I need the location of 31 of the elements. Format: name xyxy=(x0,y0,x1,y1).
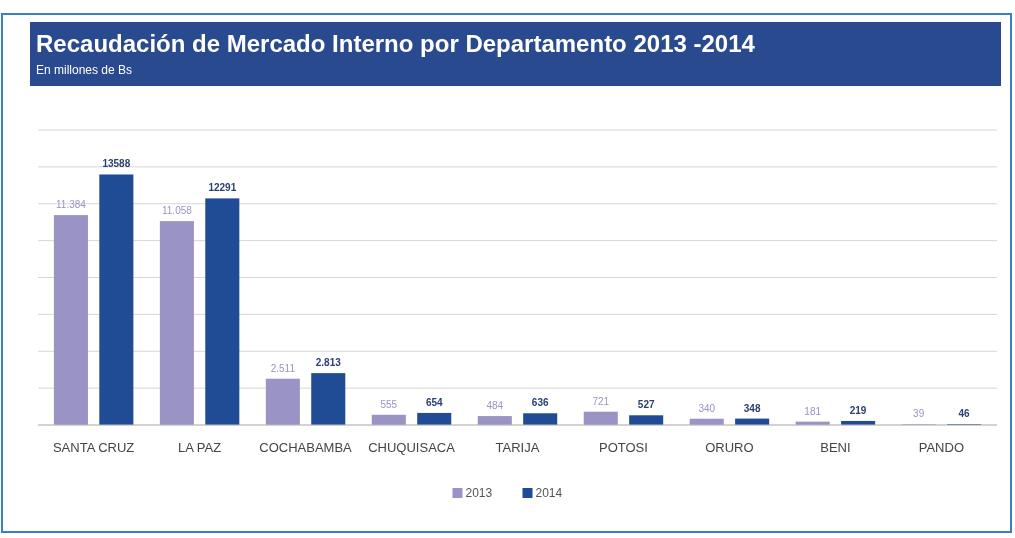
data-label: 2.813 xyxy=(315,357,342,369)
data-label: 484 xyxy=(486,400,504,412)
chart-title: Recaudación de Mercado Interno por Departamento 2013 -2014 xyxy=(36,30,756,57)
data-label: 181 xyxy=(804,405,822,417)
legend-label: 2013 xyxy=(465,486,493,500)
x-tick-label: PANDO xyxy=(918,440,964,455)
x-tick-label: BENI xyxy=(820,440,851,455)
data-label: 636 xyxy=(531,397,549,409)
data-label: 219 xyxy=(849,404,867,416)
x-tick-label: COCHABAMBA xyxy=(259,440,353,455)
data-label: 11.384 xyxy=(56,199,87,211)
x-tick-label: LA PAZ xyxy=(178,440,222,455)
data-label: 654 xyxy=(425,396,444,408)
data-label: 527 xyxy=(637,399,655,411)
legend-label: 2014 xyxy=(535,486,563,500)
data-label: 46 xyxy=(958,408,971,420)
data-label: 39 xyxy=(913,408,925,420)
data-label: 11.058 xyxy=(161,205,193,217)
x-tick-label: CHUQUISACA xyxy=(368,440,456,455)
data-label: 2.511 xyxy=(270,362,296,374)
x-tick-label: POTOSI xyxy=(599,440,648,455)
data-label: 12291 xyxy=(208,182,237,194)
data-label: 348 xyxy=(743,402,761,414)
data-label: 340 xyxy=(698,402,716,414)
x-tick-label: ORURO xyxy=(705,440,754,455)
data-label: 721 xyxy=(592,395,610,407)
x-tick-label: SANTA CRUZ xyxy=(52,440,135,455)
x-tick-label: TARIJA xyxy=(495,440,540,455)
data-label: 13588 xyxy=(102,158,131,170)
data-label: 555 xyxy=(380,398,398,410)
chart-subtitle: En millones de Bs xyxy=(36,63,133,77)
